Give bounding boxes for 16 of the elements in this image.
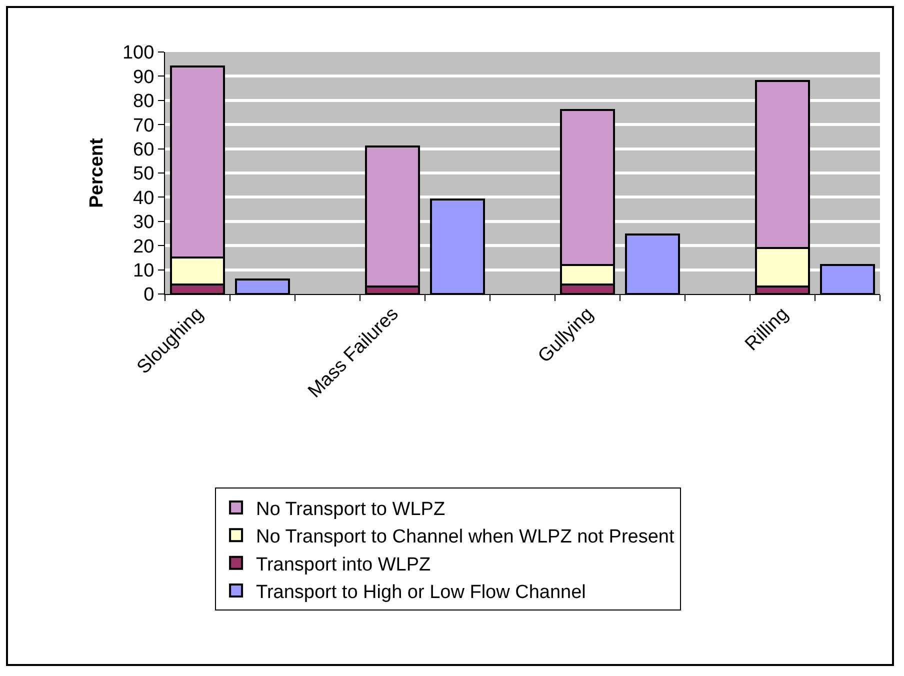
legend-label: Transport to High or Low Flow Channel [256,582,586,603]
y-tick-label: 30 [133,212,154,234]
y-tick-label: 70 [133,115,154,136]
y-tick-label: 50 [133,164,154,185]
y-tick-label: 60 [133,139,154,160]
y-tick-label: 10 [133,260,154,282]
y-tick-label: 0 [144,284,154,306]
legend-label: Transport into WLPZ [256,554,432,576]
y-tick-label: 20 [133,236,154,258]
legend-label: No Transport to WLPZ [256,498,446,520]
y-tick-label: 90 [133,66,154,88]
y-axis-title: Percent [86,137,108,208]
y-tick-label: 100 [122,42,154,64]
legend-label: No Transport to Channel when WLPZ not Present [256,526,675,548]
y-tick-label: 80 [133,91,154,112]
y-tick-label: 40 [133,188,154,209]
